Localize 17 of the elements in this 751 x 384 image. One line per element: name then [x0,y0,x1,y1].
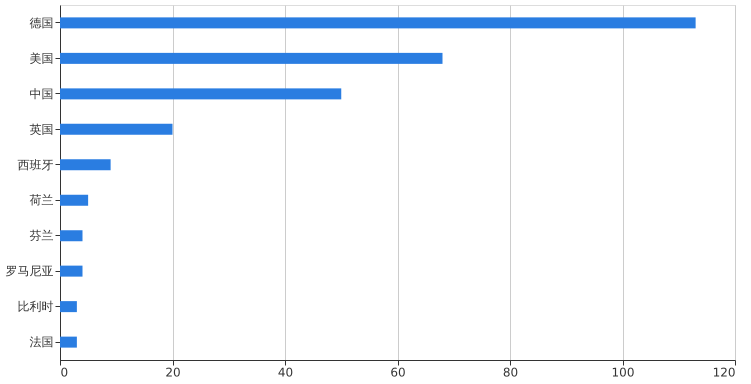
y-tick-label: 美国 [30,51,54,66]
x-tick-label: 60 [390,366,406,380]
y-tick-label: 德国 [30,16,54,30]
y-tick-label: 芬兰 [30,228,54,243]
x-tick-label: 100 [612,366,634,380]
x-tick-label: 0 [60,366,68,380]
y-tick-label: 荷兰 [30,193,54,208]
x-tick-label: 80 [502,366,518,380]
x-tick-label: 120 [712,366,736,380]
y-tick-label: 比利时 [18,300,54,314]
y-tick-label: 西班牙 [18,158,54,172]
y-tick-label: 英国 [30,122,54,136]
x-tick-label: 40 [278,366,294,380]
y-tick-label: 罗马尼亚 [6,264,54,278]
y-tick-label: 法国 [30,335,54,350]
y-tick-label: 中国 [30,86,54,101]
x-tick-label: 20 [165,366,181,380]
